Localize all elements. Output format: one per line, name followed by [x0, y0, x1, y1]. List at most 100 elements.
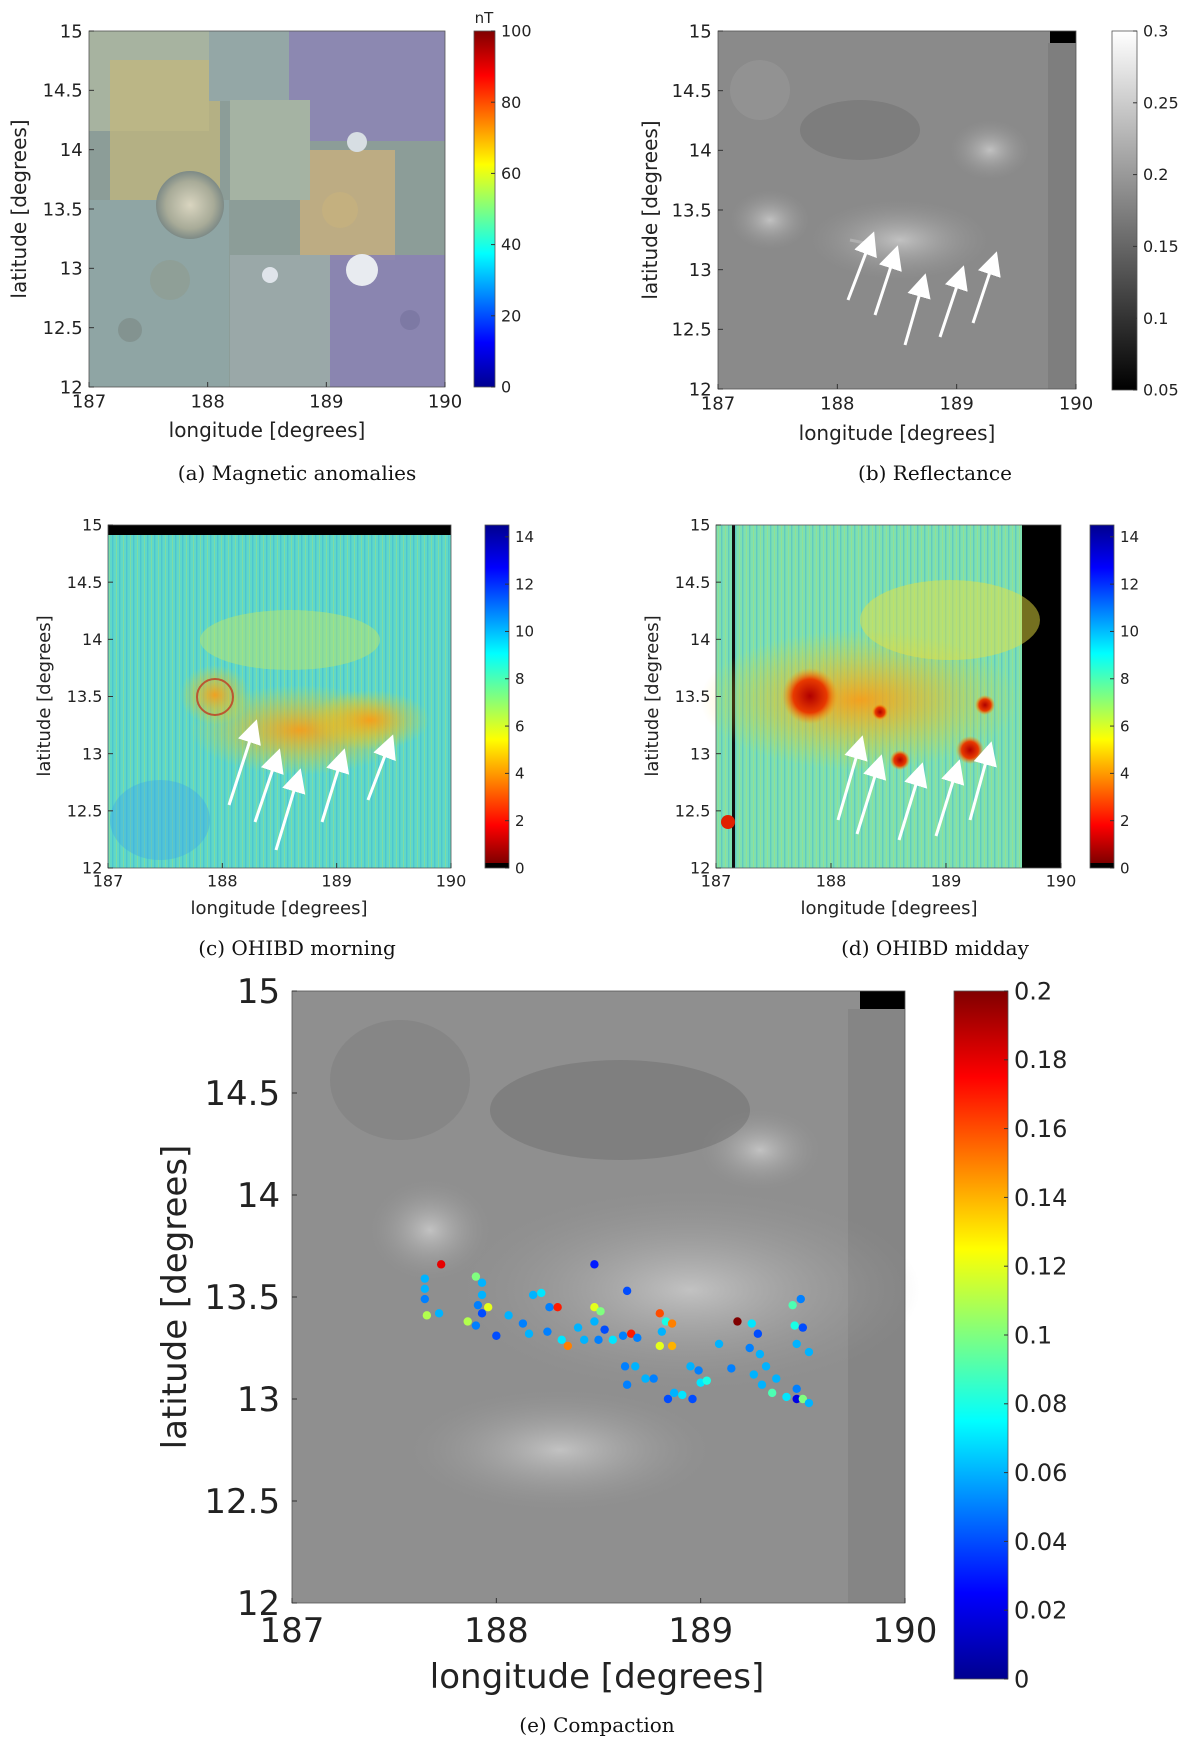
x-tick-label: 189: [321, 871, 352, 890]
scatter-point: [686, 1362, 695, 1371]
scatter-point: [622, 1286, 632, 1296]
x-tick-label: 189: [931, 871, 962, 890]
colorbar-tick-label: 14: [515, 528, 534, 546]
scatter-point: [755, 1349, 765, 1359]
y-tick-label: 15: [60, 21, 83, 42]
arrow-c-2: [253, 748, 284, 823]
colorbar-tick-label: 0.15: [1143, 237, 1179, 256]
map-image-b: [718, 31, 1076, 389]
y-tick-label: 14: [237, 1176, 280, 1216]
scatter-point: [790, 1321, 799, 1330]
scatter-point: [727, 1364, 736, 1373]
scatter-point: [618, 1331, 628, 1340]
y-tick-label: 14.5: [67, 573, 103, 592]
colorbar-tick-label: 0.1: [1143, 309, 1168, 328]
arrow-d-4: [934, 759, 965, 837]
y-tick-label: 15: [82, 516, 102, 535]
colorbar-tick-label: 0.08: [1014, 1390, 1067, 1418]
x-tick-label: 188: [820, 394, 854, 415]
colorbar-tick-label: 0.1: [1014, 1321, 1052, 1349]
arrow-c-3: [274, 768, 306, 851]
scatter-point: [796, 1294, 805, 1304]
x-tick-label: 189: [668, 1611, 733, 1651]
scatter-point: [608, 1335, 618, 1345]
colorbar-tick-label: 10: [515, 623, 534, 641]
scatter-point: [477, 1278, 487, 1287]
scatter-point: [477, 1290, 487, 1300]
arrow-c-5: [366, 734, 396, 801]
scatter-point: [678, 1390, 687, 1400]
scatter-point: [745, 1343, 754, 1353]
scatter-point: [590, 1303, 599, 1312]
caption-b: (b) Reflectance: [858, 461, 1012, 485]
scatter-point: [714, 1339, 724, 1349]
arrow-b-4: [938, 265, 968, 338]
scatter-point: [573, 1323, 583, 1332]
y-tick-label: 13: [689, 260, 712, 281]
x-tick-label: 188: [207, 871, 238, 890]
panel-ohibd-midday: 187 188 189 190 12 12.5 13 13.5 14 14.5 15 longit…: [642, 516, 1139, 960]
y-axis-label-d: latitude [degrees]: [642, 615, 663, 776]
x-axis-label-e: longitude [degrees]: [430, 1657, 764, 1697]
caption-e: (e) Compaction: [519, 1713, 675, 1737]
scatter-point: [590, 1317, 599, 1326]
scatter-point: [436, 1260, 446, 1269]
scatter-point: [694, 1366, 703, 1375]
y-tick-label: 12.5: [204, 1482, 280, 1522]
scatter-point: [641, 1374, 650, 1383]
scatter-points-e: [420, 1260, 814, 1408]
colorbar-tick-label: 0.02: [1014, 1597, 1067, 1625]
scatter-point: [471, 1321, 481, 1330]
arrow-d-1: [836, 735, 868, 821]
y-axis-label-e: latitude [degrees]: [155, 1145, 195, 1450]
panel-ohibd-morning: 187 188 189 190 12 12.5 13 13.5 14 14.5 15 longit…: [34, 516, 534, 960]
y-tick-label: 15: [237, 972, 280, 1012]
scatter-point: [747, 1319, 756, 1328]
scatter-point: [420, 1294, 430, 1304]
x-tick-label: 187: [701, 871, 732, 890]
colorbar-tick-label: 0.2: [1014, 977, 1052, 1005]
panel-reflectance: 187 188 189 190 12 12.5 13 13.5 14 14.5 15 longit…: [638, 21, 1179, 485]
scatter-point: [524, 1329, 534, 1338]
scatter-point: [804, 1347, 814, 1357]
colorbar-tick-label: 80: [501, 93, 521, 112]
scatter-point: [669, 1388, 679, 1398]
colorbar-tick-label: 0.3: [1143, 22, 1168, 41]
scatter-point: [633, 1333, 642, 1343]
y-tick-label: 13.5: [43, 199, 83, 220]
colorbar-tick-label: 12: [515, 575, 534, 593]
scatter-point: [483, 1303, 493, 1312]
x-tick-label: 187: [701, 394, 735, 415]
x-axis-label-a: longitude [degrees]: [169, 418, 366, 442]
y-tick-label: 12.5: [675, 801, 711, 820]
scatter-point: [702, 1376, 711, 1385]
colorbar-unit-a: nT: [475, 9, 495, 27]
scatter-point: [792, 1394, 801, 1404]
colorbar-tick-label: 12: [1120, 575, 1139, 593]
arrow-d-5: [968, 741, 997, 821]
x-tick-label: 188: [816, 871, 847, 890]
scatter-point: [798, 1394, 808, 1404]
colorbar-tick-label: 0: [1014, 1665, 1029, 1693]
y-tick-label: 12: [82, 859, 102, 878]
scatter-point: [434, 1309, 444, 1318]
colorbar-tick-label: 2: [515, 812, 525, 830]
colorbar-tick-label: 20: [501, 306, 521, 325]
map-image-c: [108, 525, 451, 868]
y-tick-label: 12: [237, 1584, 280, 1624]
colorbar-tick-label: 0.18: [1014, 1046, 1067, 1074]
colorbar-tick-label: 6: [1120, 717, 1130, 735]
arrow-d-2: [855, 754, 887, 835]
colorbar-tick-label: 60: [501, 164, 521, 183]
x-tick-label: 190: [436, 871, 467, 890]
scatter-point: [420, 1274, 430, 1283]
scatter-point: [804, 1398, 814, 1408]
y-tick-label: 12: [690, 859, 710, 878]
x-tick-label: 190: [428, 392, 462, 413]
scatter-point: [543, 1327, 552, 1336]
x-tick-label: 187: [93, 871, 124, 890]
y-tick-label: 13: [82, 744, 102, 763]
y-tick-label: 13.5: [204, 1278, 280, 1318]
scatter-point: [537, 1288, 546, 1298]
scatter-point: [557, 1335, 566, 1345]
